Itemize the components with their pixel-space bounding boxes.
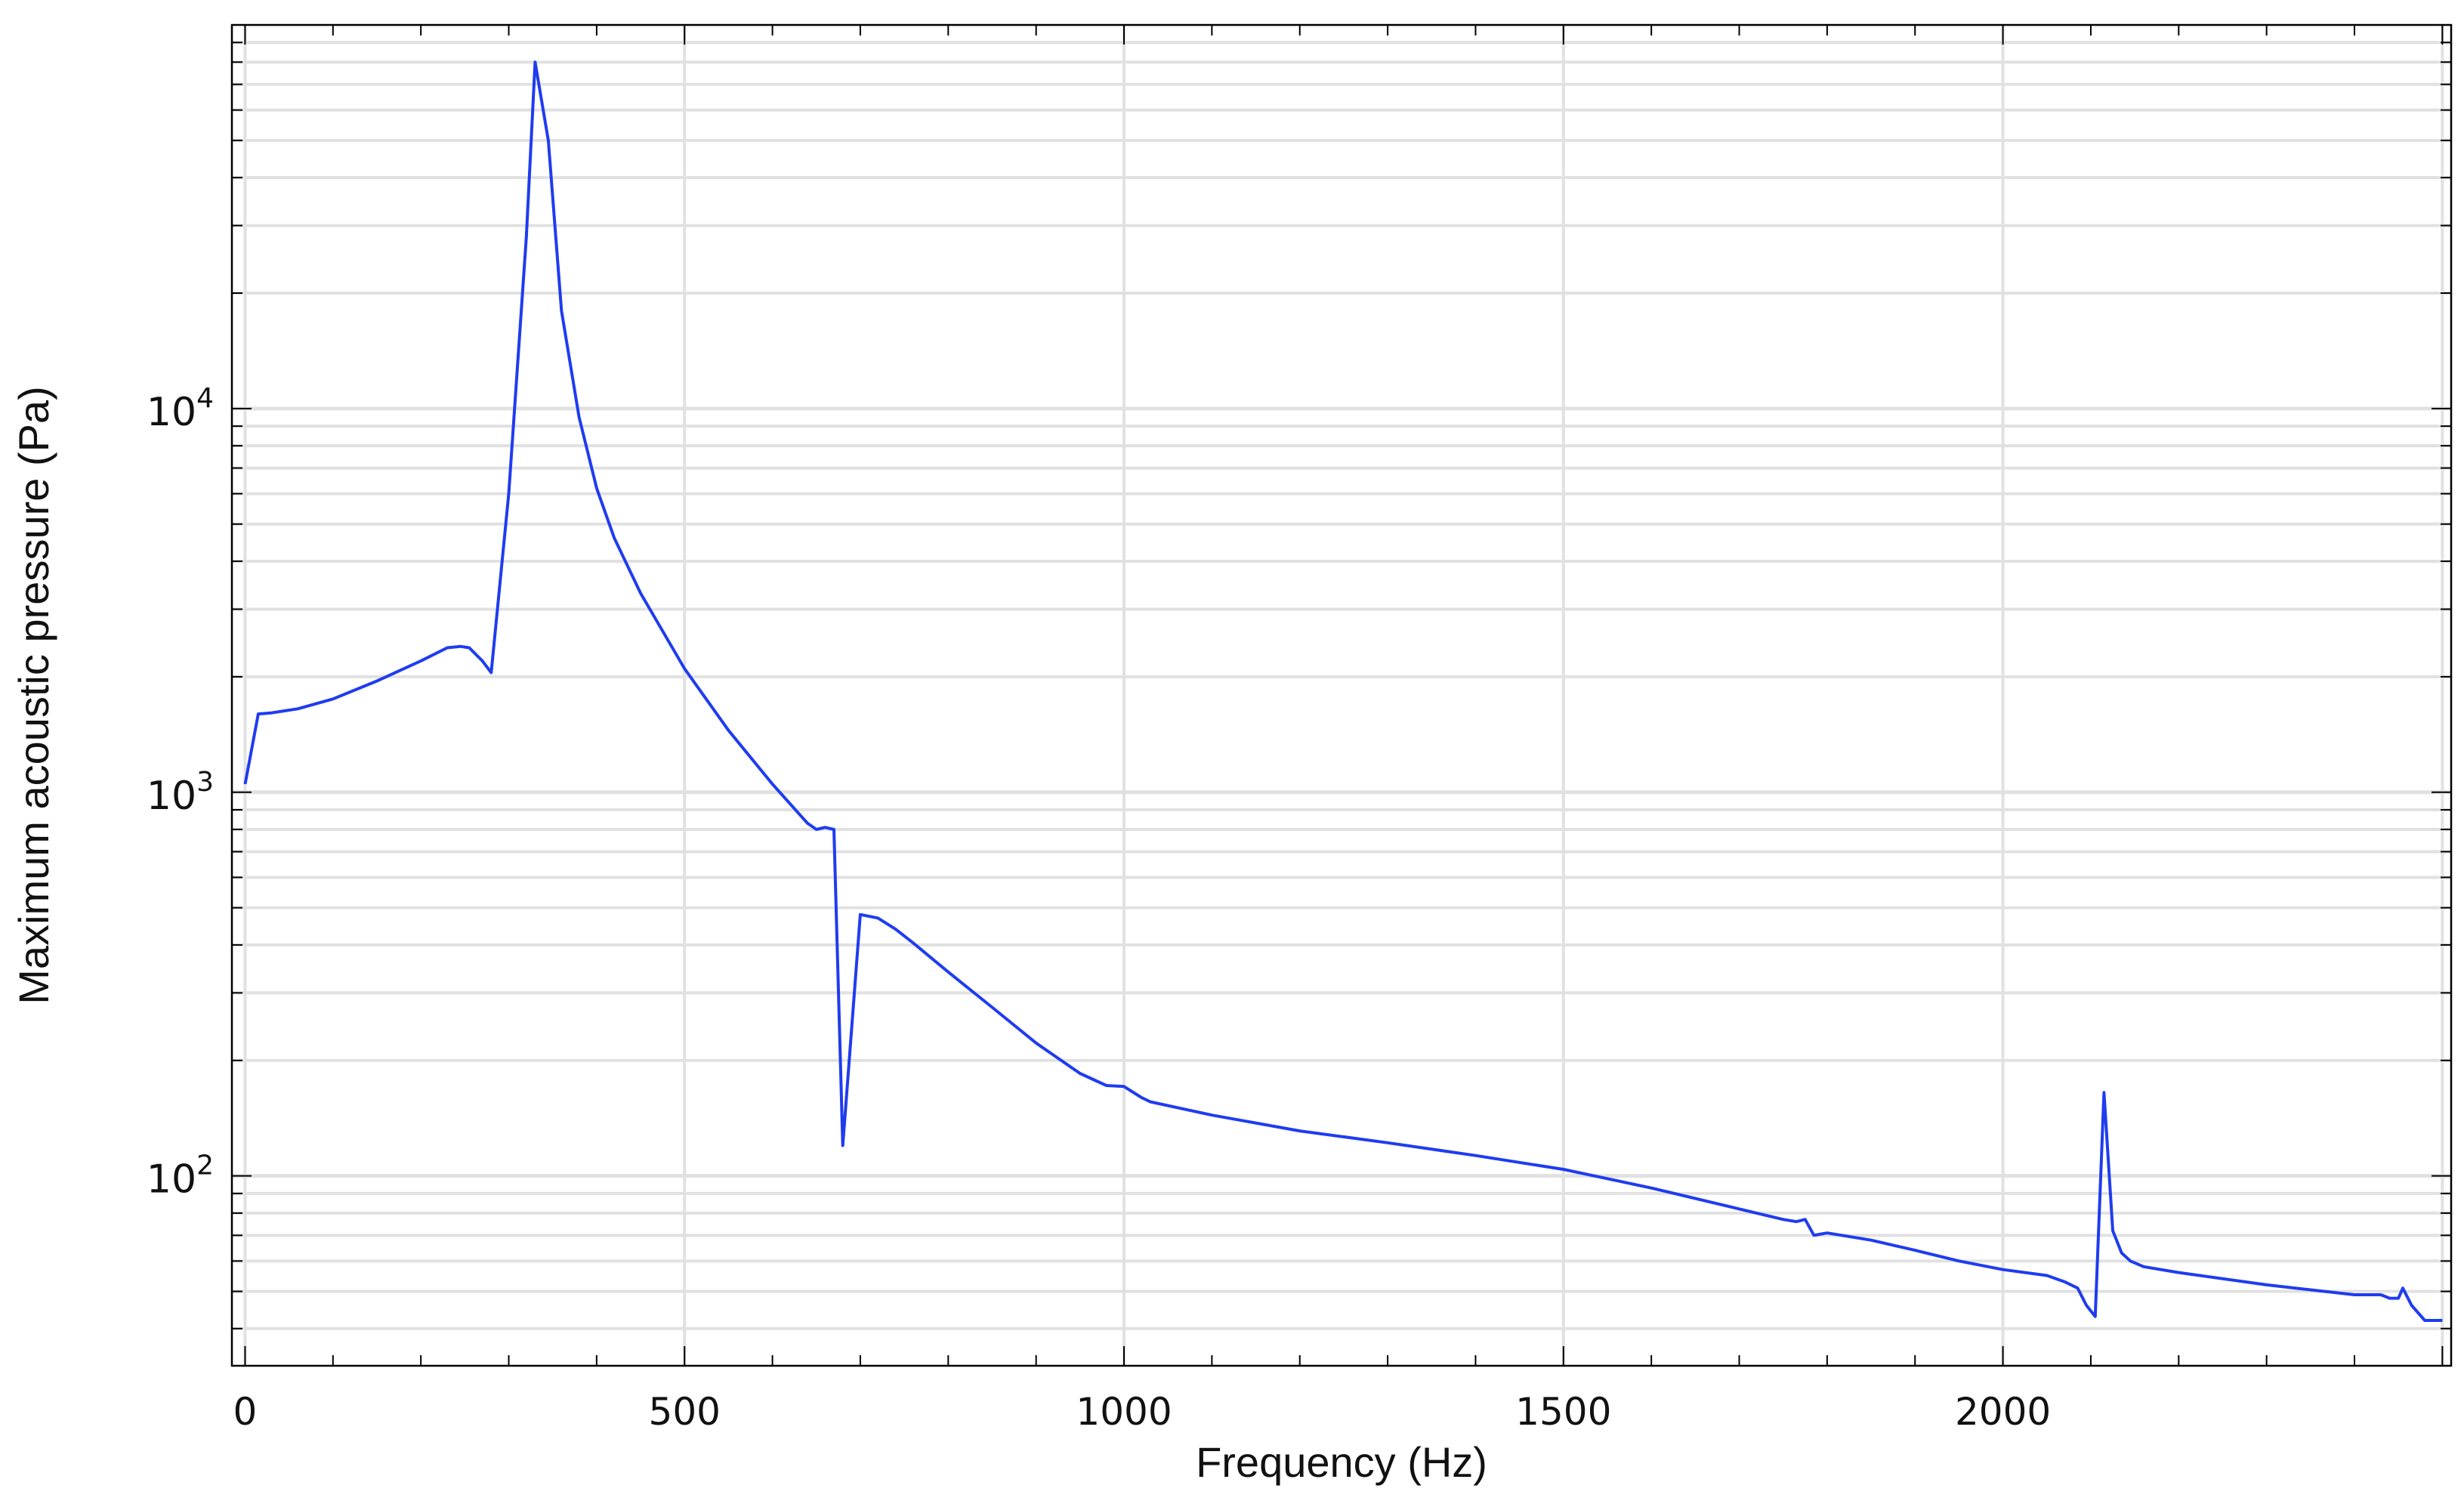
x-tick-label: 1500 bbox=[1515, 1390, 1611, 1434]
x-tick-label: 500 bbox=[649, 1390, 721, 1434]
pressure-series-line bbox=[243, 60, 2443, 1322]
x-tick-label: 2000 bbox=[1955, 1390, 2051, 1434]
y-tick-label: 103 bbox=[147, 767, 214, 819]
series-layer bbox=[243, 60, 2443, 1322]
tick-labels: 0 500 1000 1500 2000 102 103 104 bbox=[147, 383, 2051, 1434]
x-axis-title: Frequency (Hz) bbox=[1196, 1438, 1487, 1486]
y-tick-label: 102 bbox=[147, 1150, 214, 1203]
y-tick-label: 104 bbox=[147, 383, 214, 435]
x-tick-label: 1000 bbox=[1076, 1390, 1172, 1434]
x-tick-label: 0 bbox=[233, 1390, 258, 1434]
grid bbox=[232, 25, 2451, 1366]
plot-frame bbox=[230, 23, 2453, 1367]
y-axis-title: Maximum acoustic pressure (Pa) bbox=[10, 386, 57, 1004]
ticks bbox=[232, 25, 2451, 1366]
